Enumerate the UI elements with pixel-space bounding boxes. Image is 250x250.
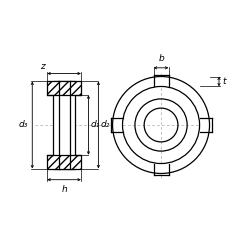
Text: z: z bbox=[40, 62, 45, 71]
Bar bbox=[47, 155, 81, 168]
Polygon shape bbox=[154, 164, 168, 175]
Polygon shape bbox=[110, 118, 122, 132]
Text: b: b bbox=[158, 54, 164, 63]
Text: d₃: d₃ bbox=[18, 120, 28, 130]
Text: t: t bbox=[223, 77, 226, 86]
Circle shape bbox=[111, 75, 211, 175]
Bar bbox=[47, 82, 81, 95]
Polygon shape bbox=[200, 118, 211, 132]
Text: d₁: d₁ bbox=[90, 120, 100, 130]
Bar bbox=[54, 82, 75, 168]
Bar bbox=[47, 82, 81, 95]
Polygon shape bbox=[154, 74, 168, 86]
Text: d₂: d₂ bbox=[100, 120, 110, 130]
Bar bbox=[47, 155, 81, 168]
Text: h: h bbox=[61, 185, 67, 194]
